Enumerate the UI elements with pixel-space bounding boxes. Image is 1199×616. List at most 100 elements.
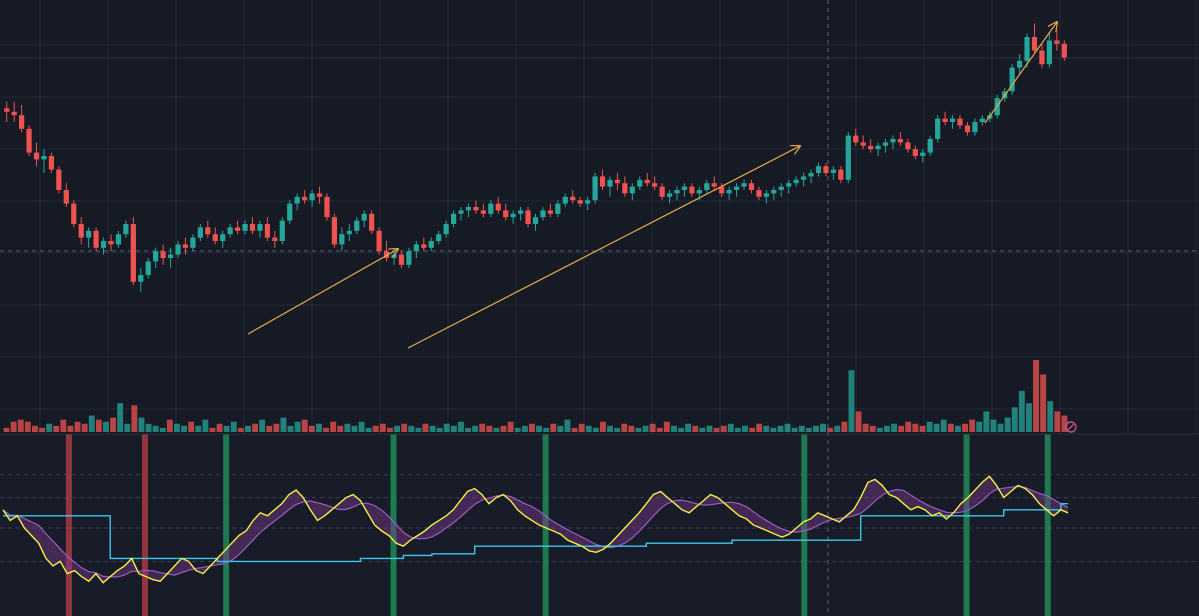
volume-bar [813, 425, 819, 432]
candle-body [644, 179, 650, 184]
candle-body [674, 190, 680, 194]
candles-layer [4, 23, 1067, 292]
candle-body [845, 135, 851, 180]
volume-bar [720, 425, 727, 432]
volume-bar [138, 417, 145, 432]
volume-bar [81, 423, 88, 432]
volume-bar [53, 425, 60, 432]
volume-bar [429, 425, 436, 432]
volume-bar [436, 427, 443, 432]
volume-bar [145, 423, 152, 432]
candle-body [376, 230, 382, 252]
volume-bar [529, 423, 535, 432]
candle-body [868, 145, 874, 150]
trendline-arrow [247, 249, 398, 335]
volume-bar [209, 427, 216, 432]
candle-body [428, 241, 434, 248]
volume-bar [784, 423, 791, 432]
candle-body [838, 169, 844, 180]
candle-body [652, 183, 658, 187]
trendline-arrow [984, 22, 1057, 124]
candle-body [264, 224, 270, 238]
candle-body [696, 190, 702, 194]
volume-bar [734, 427, 741, 432]
candle-body [220, 234, 226, 241]
volume-bar [557, 425, 564, 432]
candle-body [637, 179, 643, 187]
candle-body [167, 254, 174, 258]
volume-bar [74, 421, 81, 432]
volume-bar [394, 425, 400, 432]
volume-bar [1011, 407, 1018, 432]
volume-bar [372, 425, 379, 432]
volume-bar [401, 423, 408, 432]
candle-body [48, 156, 55, 170]
candle-body [361, 213, 367, 221]
volume-bar [1054, 411, 1061, 432]
volume-bar [280, 417, 287, 432]
volume-bar [259, 419, 266, 432]
candle-body [1031, 37, 1038, 51]
candle-body [473, 207, 479, 211]
volume-bar [997, 423, 1004, 432]
candle-body [949, 118, 956, 122]
candle-body [71, 203, 77, 224]
candle-body [786, 183, 792, 187]
volume-bar [692, 425, 699, 432]
volume-bar [245, 425, 251, 432]
candle-body [1024, 37, 1030, 61]
volume-bar [628, 425, 635, 432]
candle-body [108, 241, 114, 245]
signal-bar-sell [65, 434, 72, 616]
candle-body [123, 224, 129, 235]
volume-bar [472, 425, 479, 432]
volume-bar [841, 421, 848, 432]
volume-bar [450, 425, 457, 432]
volume-bar [486, 425, 493, 432]
candle-body [93, 230, 99, 248]
candle-body [398, 254, 405, 265]
volume-bar [415, 427, 422, 432]
chart-settings-icon[interactable] [1065, 421, 1077, 433]
volume-bar [188, 421, 195, 432]
volume-bar [294, 421, 301, 432]
candle-body [465, 207, 472, 211]
signal-bar-buy [801, 434, 808, 616]
candle-body [853, 135, 859, 143]
candle-body [622, 183, 628, 194]
candle-body [458, 210, 464, 214]
candle-body [190, 237, 196, 248]
volume-bar [507, 421, 514, 432]
volume-bar [805, 427, 812, 432]
candle-body [324, 196, 330, 218]
volume-bar [884, 425, 890, 432]
volume-bar [947, 423, 954, 432]
candle-body [26, 128, 32, 153]
volume-bar [365, 427, 372, 432]
trendline-arrow [407, 146, 800, 349]
candle-body [719, 186, 725, 194]
volume-bar [39, 427, 45, 432]
candle-body [689, 186, 695, 194]
volume-bar [955, 425, 961, 432]
candle-body [234, 227, 241, 231]
volume-bar [479, 423, 486, 432]
candle-body [666, 193, 673, 197]
candle-body [532, 217, 539, 224]
volume-bar [699, 427, 706, 432]
volume-bar [3, 427, 10, 432]
volume-bar [443, 423, 450, 432]
candle-body [309, 193, 315, 201]
candle-body [346, 230, 352, 235]
candle-body [756, 190, 762, 197]
candle-body [815, 166, 822, 173]
volume-bar [60, 419, 67, 432]
volume-bar [891, 423, 897, 432]
volume-bar [578, 423, 585, 432]
candle-body [182, 244, 189, 248]
volume-bar [933, 423, 940, 432]
candle-body [436, 234, 442, 241]
volume-bar [308, 425, 315, 432]
